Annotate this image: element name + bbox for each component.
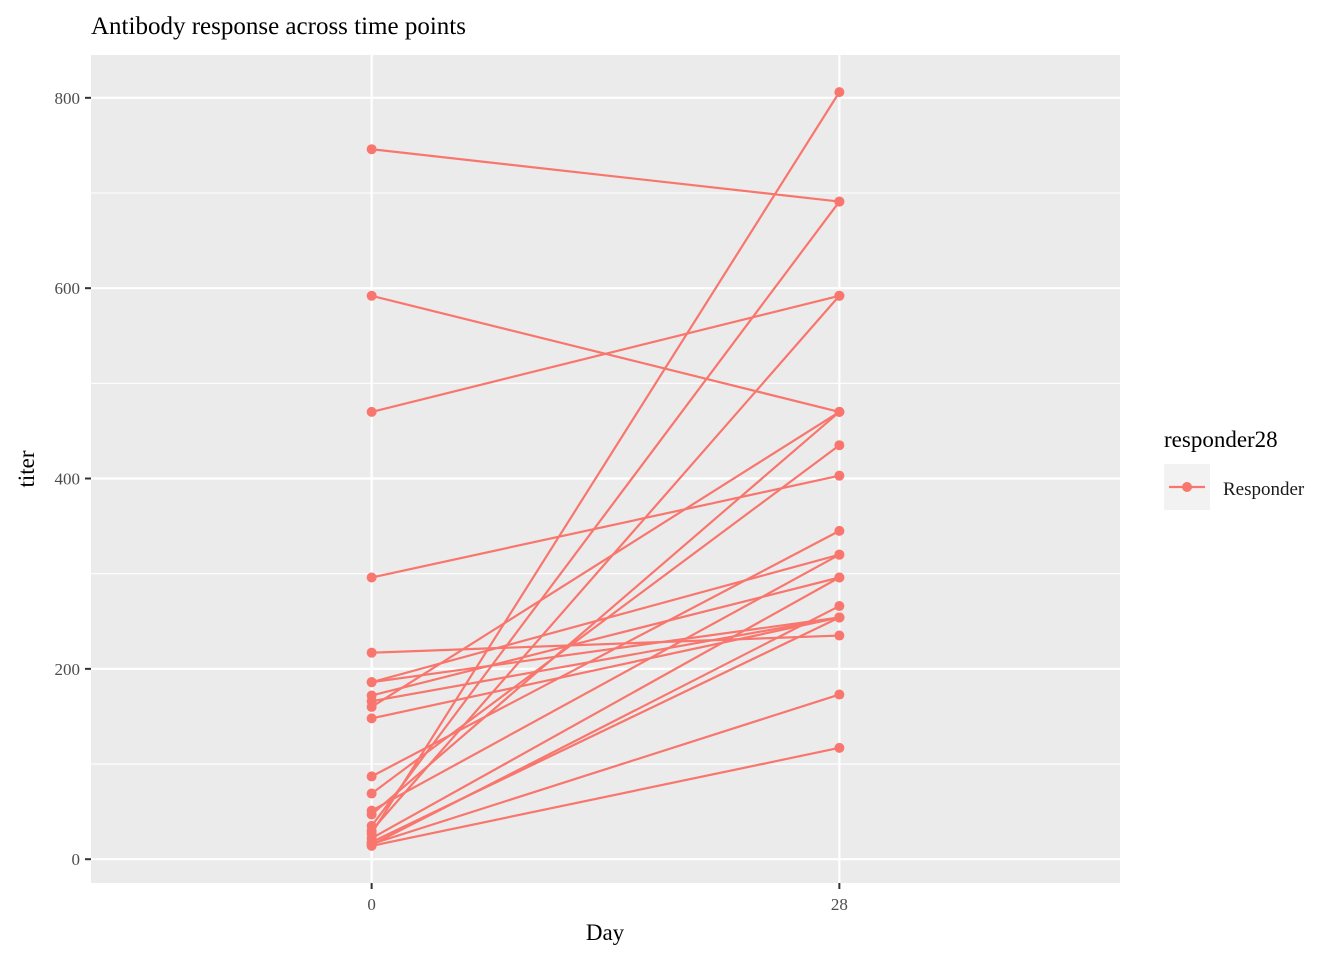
data-point <box>366 406 377 417</box>
data-point <box>366 771 377 782</box>
grid-minor <box>91 192 1120 765</box>
series-line <box>371 616 840 720</box>
series-line <box>371 634 840 654</box>
data-point <box>834 406 845 417</box>
data-point <box>834 525 845 536</box>
series-line <box>371 294 840 413</box>
series-line <box>371 693 840 846</box>
series-line <box>370 411 841 816</box>
y-axis: 0 200 400 600 800 <box>55 89 91 869</box>
data-point <box>366 290 377 301</box>
x-axis-label: Day <box>586 920 625 945</box>
series-line <box>371 616 840 684</box>
series-line <box>370 200 841 827</box>
series-line <box>371 616 840 703</box>
data-point <box>834 196 845 207</box>
data-point <box>834 549 845 560</box>
plot-panel <box>91 55 1120 883</box>
series-line <box>370 295 841 832</box>
series-line <box>371 410 840 708</box>
data-point <box>366 788 377 799</box>
data-point <box>834 742 845 753</box>
data-point <box>834 440 845 451</box>
y-axis-label: titer <box>14 450 39 487</box>
series-points <box>366 87 845 851</box>
data-point <box>366 809 377 820</box>
data-point <box>366 701 377 712</box>
legend: responder28 Responder <box>1164 427 1305 510</box>
data-point <box>366 572 377 583</box>
y-tick-label: 400 <box>55 470 81 489</box>
series-line <box>370 91 841 835</box>
series-line <box>370 444 841 795</box>
data-point <box>366 677 377 688</box>
data-point <box>834 290 845 301</box>
legend-entry-responder: Responder <box>1223 479 1305 500</box>
y-tick-label: 600 <box>55 279 81 298</box>
data-point <box>834 470 845 481</box>
data-point <box>366 144 377 155</box>
legend-title: responder28 <box>1164 427 1278 452</box>
y-tick-label: 200 <box>55 660 81 679</box>
series-line <box>371 474 840 579</box>
data-point <box>834 630 845 641</box>
x-tick-label: 0 <box>367 895 376 914</box>
data-point <box>834 87 845 98</box>
data-point <box>834 572 845 583</box>
y-tick-label: 0 <box>72 850 81 869</box>
data-point <box>366 840 377 851</box>
data-point <box>366 647 377 658</box>
series-line <box>371 553 840 812</box>
data-point <box>834 601 845 612</box>
chart-title: Antibody response across time points <box>91 13 466 40</box>
series-line <box>371 746 840 847</box>
series-line <box>371 576 840 840</box>
y-tick-label: 800 <box>55 89 81 108</box>
data-point <box>834 612 845 623</box>
x-tick-label: 28 <box>831 895 848 914</box>
data-point <box>834 689 845 700</box>
x-axis: 0 28 <box>367 883 848 914</box>
series-line <box>371 605 840 846</box>
series-lines <box>370 91 841 847</box>
data-point <box>366 713 377 724</box>
legend-key-point <box>1182 482 1192 492</box>
series-line <box>371 148 840 203</box>
